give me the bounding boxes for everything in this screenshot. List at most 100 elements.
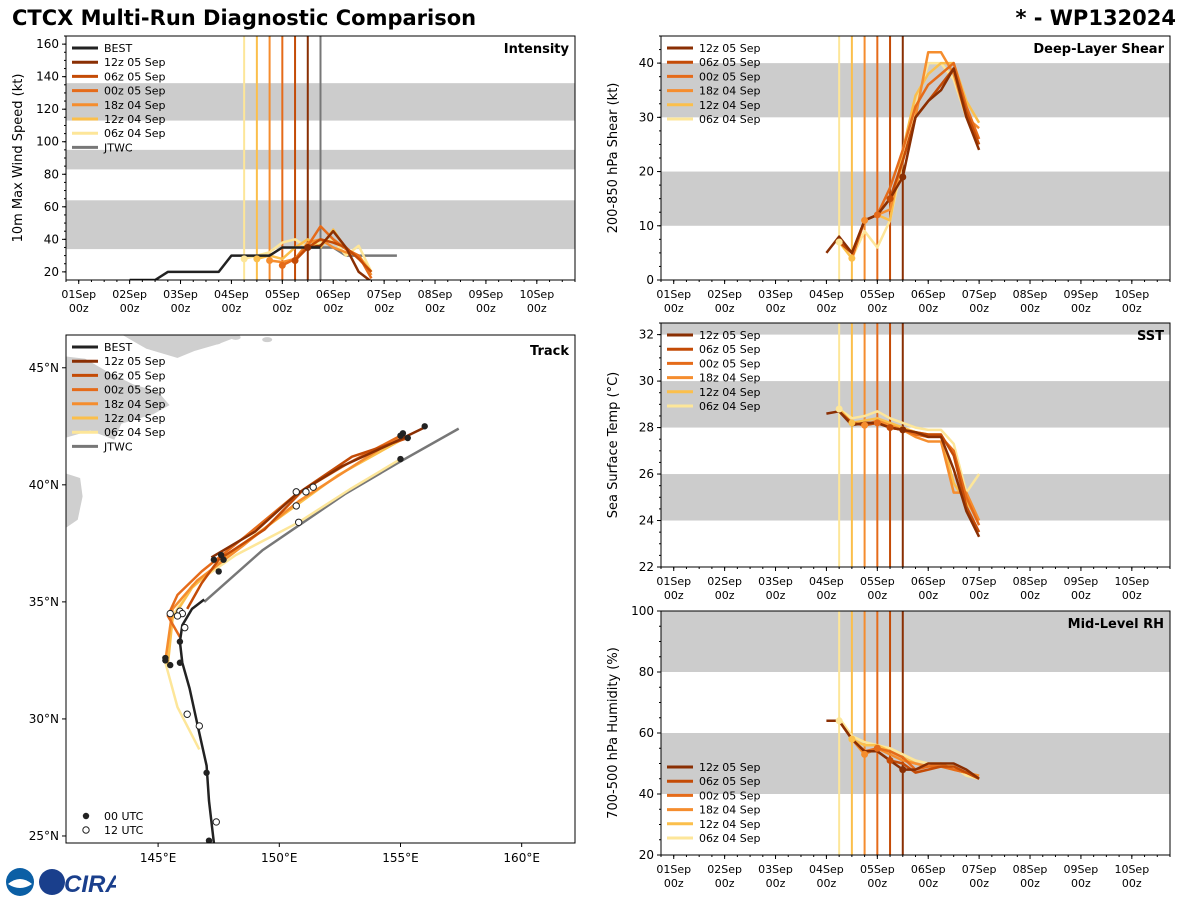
init-marker-06z-05-sep [886,756,894,764]
island [230,335,241,340]
track-point-00utc [205,837,213,843]
x-tick-label-date: 09Sep [469,288,504,301]
x-tick-label-hour: 00z [1071,302,1091,315]
island [211,339,222,345]
x-tick-label-date: 04Sep [809,575,844,588]
legend-label: 00z 05 Sep [699,357,761,370]
x-tick-label-date: 04Sep [809,863,844,876]
x-tick-label-hour: 00z [1122,877,1142,890]
x-tick-label-date: 06Sep [911,575,946,588]
track-line-06z-04-sep [164,458,402,750]
track-line-12z-05-sep [210,425,428,559]
axes-frame [65,334,576,844]
x-tick-label-date: 02Sep [707,288,742,301]
plot-area [66,36,575,280]
legend-label: 18z 04 Sep [699,804,761,817]
track-point-00utc [203,769,210,776]
x-tick-label-date: 02Sep [707,863,742,876]
init-marker-06z-04-sep [835,717,843,725]
legend-label: 12z 05 Sep [104,355,166,368]
track-point-00utc [399,430,407,437]
track-point-12utc [309,483,317,491]
series-line-06z-04-sep [838,61,981,260]
x-tick-label-hour: 00z [766,589,786,602]
x-tick-label: 160°E [503,851,540,865]
track-point-00utc [397,455,404,463]
legend-label: 06z 05 Sep [699,343,761,356]
init-marker-12z-05-sep [899,426,907,434]
storm-id: * - WP132024 [1015,6,1176,30]
x-tick-label-date: 01Sep [656,575,691,588]
x-tick-label-hour: 00z [664,589,684,602]
track-point-12utc [183,710,191,718]
panel-rh: 2040608010001Sep00z02Sep00z03Sep00z04Sep… [606,604,1171,890]
x-tick-label-date: 09Sep [1064,288,1099,301]
init-marker-00z-05-sep [873,211,881,219]
init-marker-12z-04-sep [848,419,856,427]
y-tick-label: 22 [639,560,654,574]
init-marker-06z-05-sep [886,195,894,203]
x-tick-label-hour: 00z [766,877,786,890]
y-tick-label: 24 [639,514,654,528]
x-tick-label: 150°E [261,851,298,865]
plot-area [661,611,1170,855]
y-tick-label: 40 [639,56,654,70]
legend-label: JTWC [103,440,133,453]
x-tick-label-hour: 00z [867,877,887,890]
x-tick-label-hour: 00z [664,302,684,315]
plot-area [661,36,1170,280]
x-tick-label-hour: 00z [918,589,938,602]
x-tick-label-hour: 00z [664,877,684,890]
legend-label: 06z 05 Sep [699,775,761,788]
track-line-18z-04-sep [164,434,402,661]
x-tick-label-date: 09Sep [1064,863,1099,876]
track-point-00utc [220,556,227,563]
x-tick-label-date: 08Sep [418,288,453,301]
legend-label: 00z 05 Sep [104,85,166,98]
y-tick-label: 80 [639,665,654,679]
x-tick-label-hour: 00z [1020,877,1040,890]
series-line-12z-05-sep [307,229,372,280]
marker-legend-label: 00 UTC [104,810,144,823]
track-point-00utc [162,654,169,662]
track-point-12utc [292,502,300,510]
init-marker-12z-05-sep [304,243,312,251]
legend-label: 06z 04 Sep [104,127,166,140]
y-tick-label: 60 [639,726,654,740]
track-point-12utc [294,518,303,526]
x-tick-label-date: 03Sep [163,288,198,301]
y-tick-label: 30°N [29,712,59,726]
init-marker-06z-04-sep [240,255,248,263]
init-marker-00z-05-sep [873,744,881,752]
x-tick-label-hour: 00z [817,877,837,890]
x-tick-label-date: 03Sep [758,863,793,876]
legend-label: 18z 04 Sep [104,398,166,411]
y-tick-label: 80 [44,167,59,181]
init-marker-18z-04-sep [266,256,274,264]
x-tick-label-hour: 00z [272,302,292,315]
x-tick-label-date: 07Sep [962,288,997,301]
x-tick-label-hour: 00z [715,877,735,890]
x-tick-label-hour: 00z [222,302,242,315]
legend-label: JTWC [103,141,133,154]
x-tick-label-date: 03Sep [758,288,793,301]
legend-label: BEST [104,341,132,354]
init-marker-12z-05-sep [899,173,907,181]
legend-label: 12z 04 Sep [104,412,166,425]
init-marker-06z-05-sep [886,424,894,432]
track-line-best [178,598,216,843]
legend-label: 12z 04 Sep [699,818,761,831]
track-point-00utc [215,568,222,575]
y-axis-label: 700-500 hPa Humidity (%) [606,647,621,819]
legend-label: 06z 04 Sep [699,832,761,845]
shaded-band [661,474,1170,521]
y-tick-label: 45°N [29,361,59,375]
track-line-06z-05-sep [186,436,409,610]
track-line-12z-04-sep [166,439,402,666]
y-tick-label: 20 [639,165,654,179]
y-tick-label: 30 [639,374,654,388]
x-tick-label-date: 07Sep [962,863,997,876]
legend-label: 06z 04 Sep [699,113,761,126]
x-tick-label-hour: 00z [120,302,140,315]
x-tick-label-date: 09Sep [1064,575,1099,588]
